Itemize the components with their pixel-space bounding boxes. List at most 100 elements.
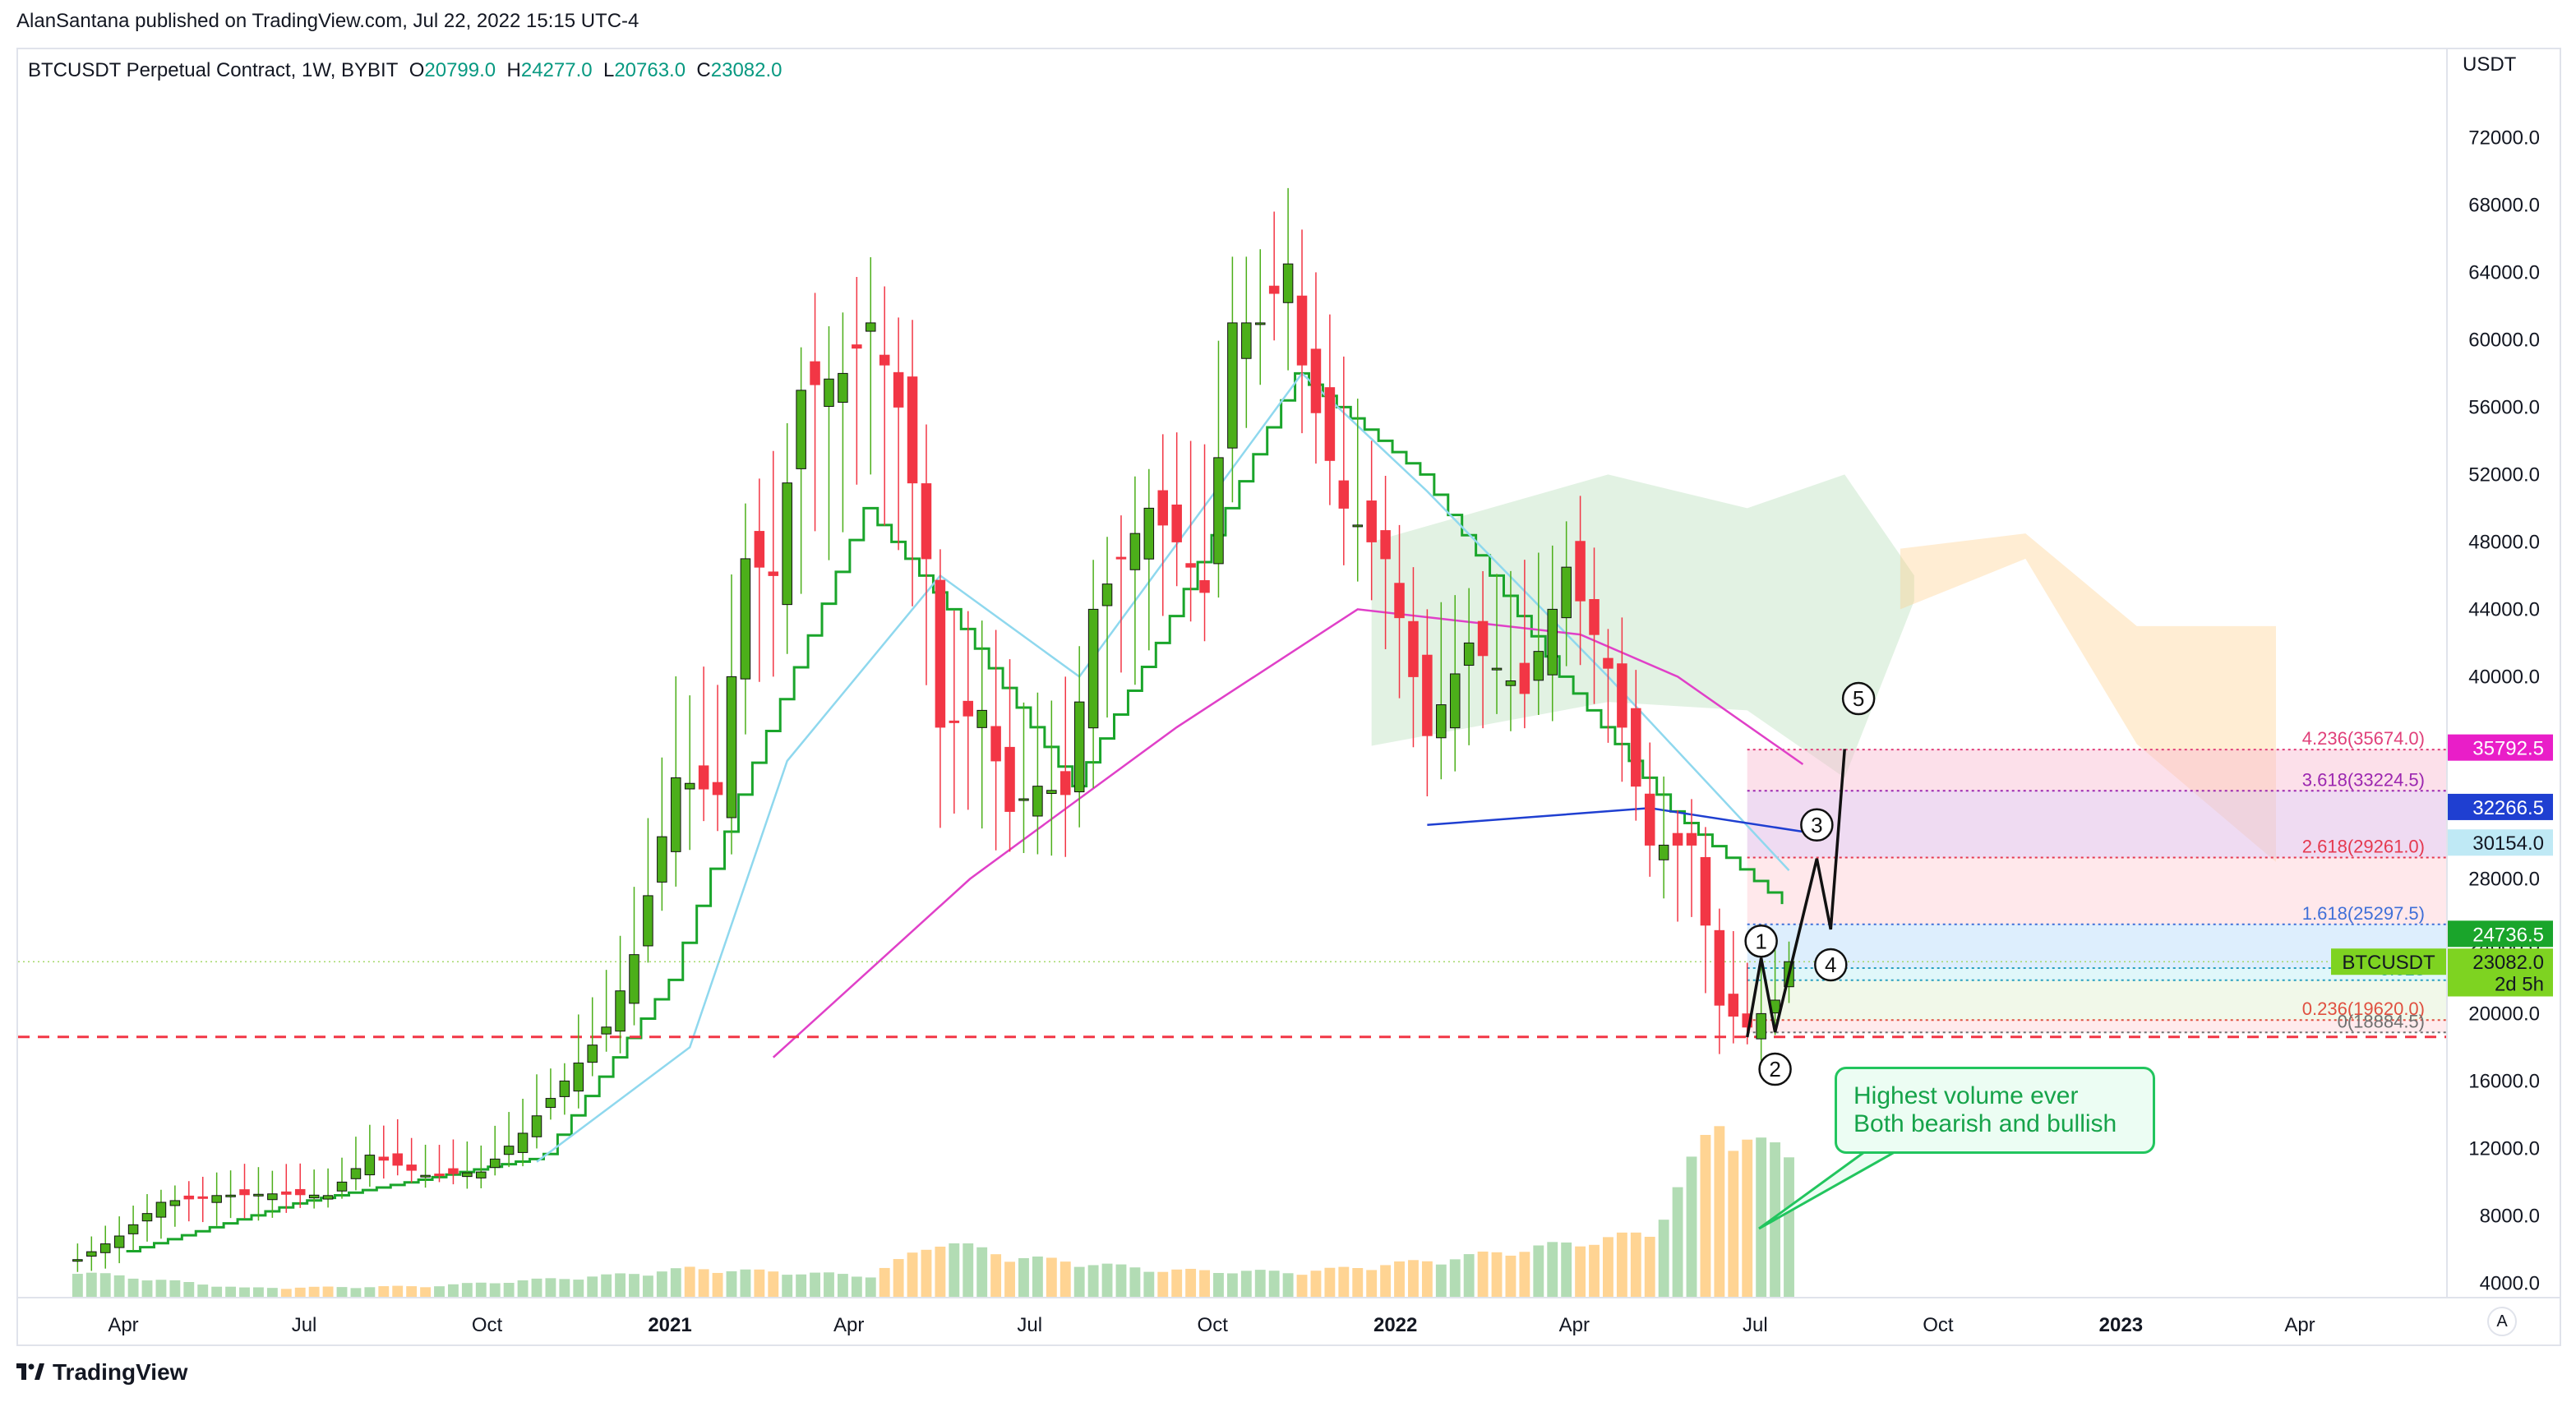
volume-bar bbox=[1672, 1187, 1683, 1297]
candle-body bbox=[1004, 746, 1015, 812]
candle-body bbox=[1477, 620, 1489, 657]
volume-bar bbox=[545, 1278, 556, 1297]
x-tick-label: 2023 bbox=[2099, 1314, 2143, 1336]
candle-body bbox=[1129, 533, 1141, 570]
chart-frame bbox=[16, 48, 2561, 1346]
y-tick-label: 64000.0 bbox=[2468, 261, 2540, 284]
annotation-callout[interactable]: Highest volume ever Both bearish and bul… bbox=[1835, 1067, 2155, 1154]
candle-body bbox=[1171, 504, 1182, 542]
ohlc-close-label: C bbox=[696, 59, 711, 81]
wave-label-text: 3 bbox=[1811, 813, 1822, 837]
candle-body bbox=[1408, 620, 1419, 677]
y-tick-label: 60000.0 bbox=[2468, 329, 2540, 351]
candle-body bbox=[1422, 654, 1433, 736]
wave-label-text: 5 bbox=[1853, 686, 1864, 711]
wave-label-4: 4 bbox=[1814, 948, 1848, 982]
volume-bar bbox=[1421, 1261, 1433, 1297]
candle-body bbox=[990, 726, 1001, 762]
last-price-symbol-tag: BTCUSDT bbox=[2331, 948, 2446, 975]
candle-body bbox=[1589, 599, 1600, 635]
fib-level-label: 0.236(19620.0) bbox=[2302, 998, 2425, 1019]
volume-bar bbox=[796, 1274, 807, 1297]
volume-bar bbox=[1129, 1267, 1141, 1297]
wave-label-text: 1 bbox=[1755, 929, 1766, 953]
candle-body bbox=[1658, 844, 1669, 860]
volume-bar bbox=[782, 1275, 793, 1297]
volume-bar bbox=[1505, 1255, 1517, 1297]
candle-body bbox=[72, 1259, 83, 1262]
y-tick-label: 4000.0 bbox=[2480, 1272, 2540, 1294]
volume-bar bbox=[656, 1271, 667, 1297]
candle-body bbox=[420, 1174, 431, 1178]
y-tick-label: 16000.0 bbox=[2468, 1070, 2540, 1092]
x-tick-label: Oct bbox=[1923, 1314, 1954, 1336]
auto-scale-button[interactable]: A bbox=[2487, 1307, 2517, 1336]
candle-body bbox=[1199, 579, 1210, 593]
candle-body bbox=[1324, 387, 1336, 461]
wave-label-circle bbox=[1758, 1052, 1792, 1086]
candle-body bbox=[782, 482, 792, 606]
candle-body bbox=[141, 1213, 153, 1222]
ohlc-close: 23082.0 bbox=[710, 59, 782, 81]
candle-body bbox=[1060, 771, 1071, 796]
price-tag-bg bbox=[2448, 970, 2553, 997]
candle-body bbox=[671, 777, 681, 852]
fib-band bbox=[1747, 791, 2446, 858]
volume-bar bbox=[601, 1274, 612, 1297]
wave-label-circle bbox=[1841, 681, 1876, 716]
ohlc-high: 24277.0 bbox=[520, 59, 593, 81]
indicator-line-1 bbox=[126, 371, 1784, 1252]
volume-bar bbox=[865, 1277, 876, 1297]
fib-band bbox=[1747, 980, 2446, 1021]
candle-body bbox=[976, 709, 987, 728]
candle-body bbox=[1157, 490, 1169, 526]
volume-bar bbox=[1324, 1267, 1336, 1297]
time-axis-separator bbox=[16, 1297, 2561, 1298]
candle-body bbox=[364, 1155, 376, 1176]
volume-bar bbox=[1240, 1271, 1252, 1297]
candle-body bbox=[1575, 541, 1586, 602]
candle-body bbox=[239, 1189, 250, 1196]
y-tick-label: 68000.0 bbox=[2468, 194, 2540, 216]
candle-body bbox=[810, 361, 820, 385]
candle-body bbox=[1101, 583, 1113, 606]
price-tag-bg bbox=[2448, 793, 2553, 820]
price-tag: 24736.5 bbox=[2448, 920, 2553, 948]
price-axis-separator bbox=[2446, 48, 2448, 1297]
y-tick-label: 72000.0 bbox=[2468, 127, 2540, 149]
volume-bar bbox=[378, 1286, 390, 1297]
candle-body bbox=[392, 1153, 403, 1166]
candle-body bbox=[1213, 457, 1224, 565]
volume-bar bbox=[629, 1274, 639, 1297]
candle-body bbox=[1561, 566, 1572, 619]
candle-body bbox=[657, 836, 667, 883]
annotation-line-1: Highest volume ever bbox=[1854, 1082, 2079, 1109]
volume-bar bbox=[810, 1272, 820, 1297]
candle-body bbox=[726, 676, 737, 819]
volume-bar bbox=[1603, 1237, 1613, 1297]
price-tag: 32266.5 bbox=[2448, 793, 2553, 820]
volume-bar bbox=[1366, 1270, 1378, 1297]
candle-body bbox=[587, 1045, 598, 1063]
candle-body bbox=[684, 782, 695, 790]
candle-body bbox=[336, 1181, 348, 1192]
price-tag: 30154.0 bbox=[2448, 829, 2553, 856]
volume-bar bbox=[1589, 1244, 1600, 1297]
volume-bar bbox=[1185, 1268, 1197, 1297]
tradingview-brand[interactable]: TradingView bbox=[16, 1359, 187, 1386]
candle-body bbox=[1686, 832, 1697, 846]
x-tick-label: Apr bbox=[2284, 1314, 2315, 1336]
volume-series bbox=[72, 1126, 1794, 1297]
symbol-legend[interactable]: BTCUSDT Perpetual Contract, 1W, BYBIT O2… bbox=[28, 59, 782, 82]
volume-bar bbox=[1449, 1259, 1461, 1297]
indicator-line-3 bbox=[772, 608, 1804, 1058]
volume-bar bbox=[1101, 1263, 1113, 1297]
candle-body bbox=[1380, 530, 1391, 560]
wave-label-circle bbox=[1744, 925, 1778, 958]
volume-bar bbox=[322, 1286, 334, 1297]
price-tag-bg bbox=[2448, 829, 2553, 856]
volume-bar bbox=[1059, 1261, 1071, 1297]
volume-bar bbox=[1338, 1266, 1350, 1297]
volume-bar bbox=[280, 1289, 292, 1297]
